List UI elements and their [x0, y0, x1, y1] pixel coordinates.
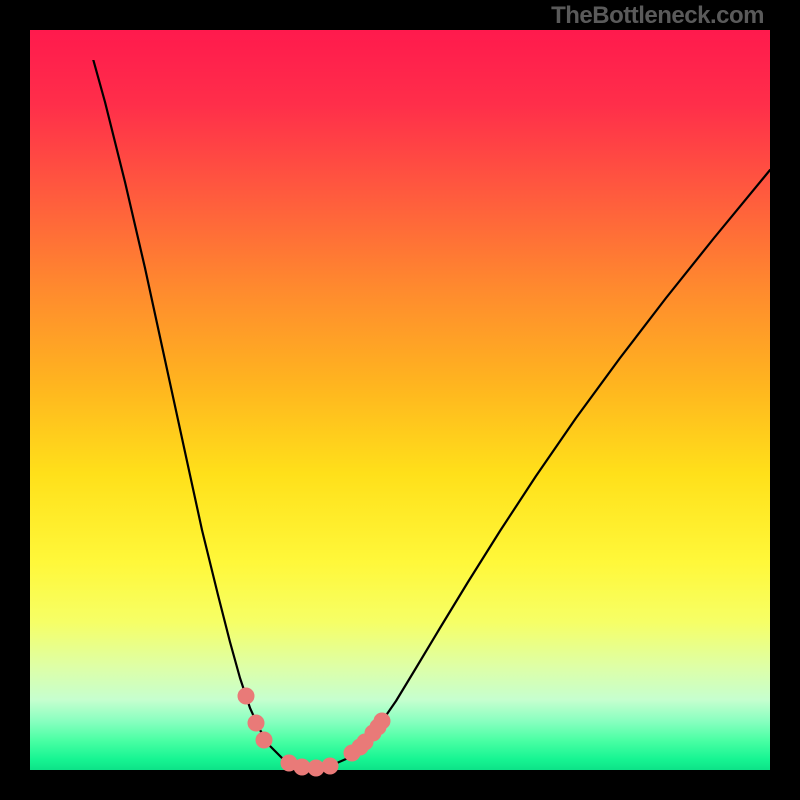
data-marker: [374, 713, 390, 729]
data-marker: [322, 758, 338, 774]
watermark-text: TheBottleneck.com: [551, 2, 764, 30]
plot-background: [30, 30, 770, 770]
data-marker: [248, 715, 264, 731]
chart-svg: [0, 0, 800, 800]
data-marker: [308, 760, 324, 776]
data-marker: [238, 688, 254, 704]
chart-frame: TheBottleneck.com: [0, 0, 800, 800]
data-marker: [256, 732, 272, 748]
